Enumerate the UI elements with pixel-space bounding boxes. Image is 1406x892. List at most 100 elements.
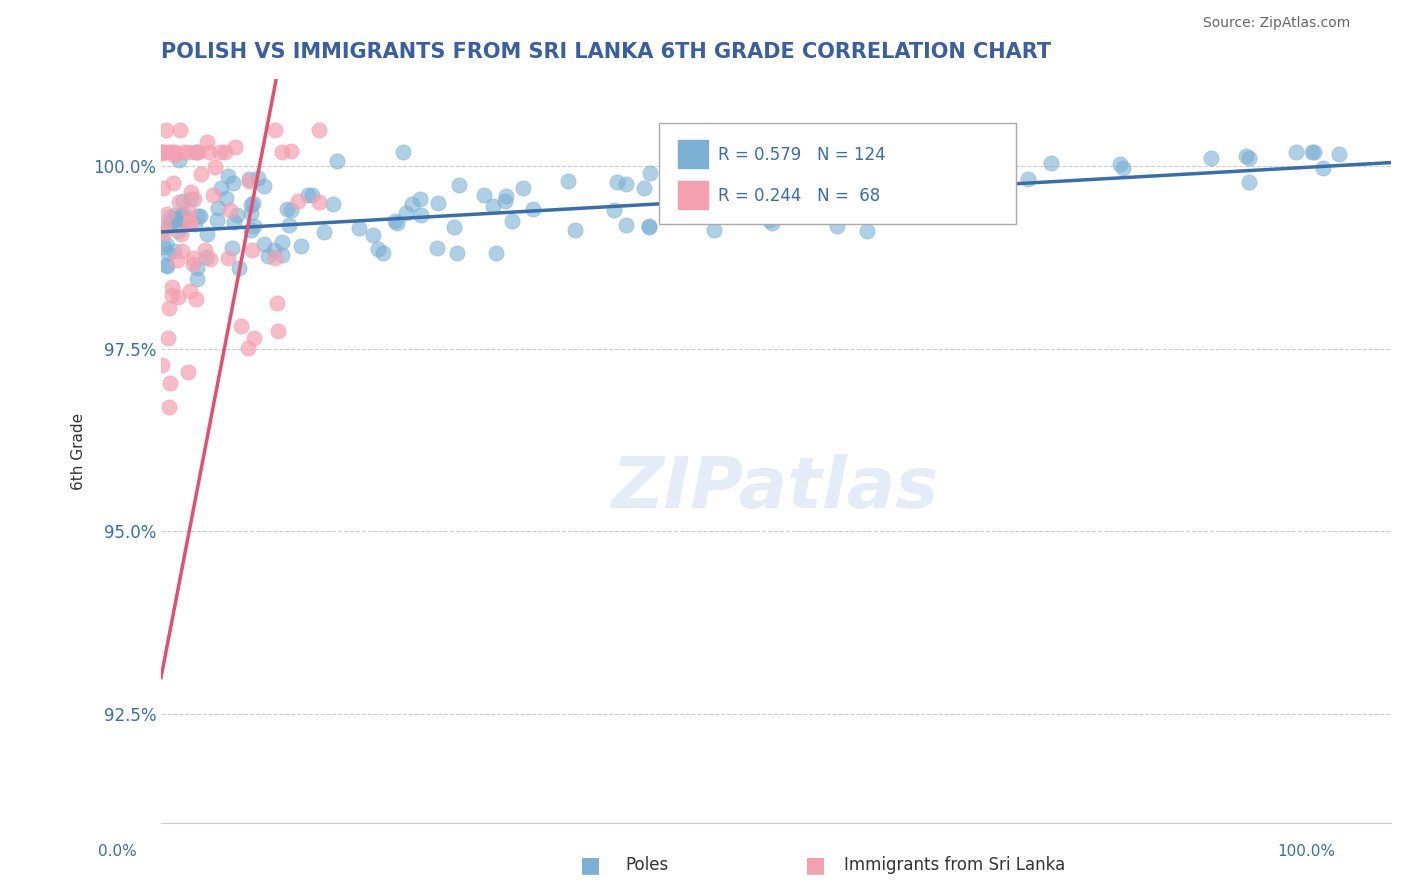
Text: ■: ■	[806, 855, 825, 875]
Point	[246, 170, 269, 185]
Point	[209, 181, 232, 195]
Point	[207, 201, 229, 215]
Point	[186, 145, 208, 159]
Point	[446, 246, 468, 260]
Point	[177, 145, 200, 159]
Point	[159, 145, 181, 159]
Point	[156, 246, 179, 260]
Point	[166, 217, 188, 231]
Point	[221, 241, 243, 255]
Point	[195, 227, 218, 241]
Point	[157, 301, 180, 316]
Point	[166, 290, 188, 304]
Point	[449, 178, 471, 193]
Point	[856, 224, 879, 238]
Point	[243, 219, 266, 233]
Point	[308, 122, 330, 136]
Point	[606, 175, 628, 189]
Point	[409, 208, 432, 222]
Point	[217, 169, 239, 184]
Point	[194, 243, 217, 257]
Point	[170, 211, 193, 226]
Point	[179, 284, 201, 298]
Point	[184, 217, 207, 231]
Point	[290, 239, 312, 253]
Point	[367, 242, 389, 256]
Point	[1301, 145, 1323, 159]
Point	[200, 252, 222, 266]
Point	[155, 122, 177, 136]
Point	[287, 194, 309, 209]
Text: 0.0%: 0.0%	[98, 845, 138, 859]
Point	[494, 194, 516, 208]
Point	[184, 293, 207, 307]
Point	[1234, 149, 1257, 163]
Point	[150, 146, 173, 161]
Point	[198, 145, 221, 159]
Point	[159, 210, 181, 224]
Point	[160, 287, 183, 301]
Point	[271, 248, 294, 262]
Point	[240, 223, 263, 237]
Point	[163, 244, 186, 258]
Point	[426, 241, 449, 255]
Point	[280, 144, 302, 158]
Point	[301, 188, 323, 202]
Point	[214, 145, 236, 159]
Point	[638, 220, 661, 235]
Text: 100.0%: 100.0%	[1278, 845, 1336, 859]
Point	[1017, 172, 1039, 186]
Point	[257, 248, 280, 262]
Point	[195, 135, 218, 149]
Point	[638, 166, 661, 180]
Point	[945, 169, 967, 184]
Point	[825, 219, 848, 233]
Point	[308, 195, 330, 210]
Point	[243, 331, 266, 345]
Bar	[678, 140, 709, 168]
Point	[162, 148, 184, 162]
Point	[873, 209, 896, 223]
Point	[266, 296, 288, 310]
Point	[177, 365, 200, 379]
Text: POLISH VS IMMIGRANTS FROM SRI LANKA 6TH GRADE CORRELATION CHART: POLISH VS IMMIGRANTS FROM SRI LANKA 6TH …	[162, 42, 1052, 62]
Point	[170, 227, 193, 242]
Point	[409, 192, 432, 206]
Point	[277, 218, 299, 232]
Point	[267, 325, 290, 339]
Point	[557, 174, 579, 188]
Point	[150, 358, 173, 372]
Point	[187, 209, 209, 223]
Point	[779, 154, 801, 169]
Point	[614, 218, 637, 232]
Point	[179, 216, 201, 230]
Point	[371, 245, 394, 260]
Point	[219, 202, 242, 217]
Point	[391, 145, 413, 159]
Point	[153, 240, 176, 254]
Point	[159, 376, 181, 391]
Point	[152, 145, 174, 159]
Point	[152, 222, 174, 236]
Point	[155, 237, 177, 252]
Point	[242, 196, 264, 211]
Point	[426, 196, 449, 211]
Point	[238, 174, 260, 188]
Text: ■: ■	[581, 855, 600, 875]
Point	[689, 184, 711, 198]
Point	[655, 170, 678, 185]
Text: Immigrants from Sri Lanka: Immigrants from Sri Lanka	[844, 856, 1064, 874]
Point	[150, 145, 173, 159]
Point	[208, 145, 231, 159]
Point	[153, 227, 176, 241]
Point	[172, 194, 194, 208]
Point	[384, 214, 406, 228]
Point	[312, 225, 335, 239]
Point	[166, 253, 188, 268]
Point	[188, 209, 211, 223]
Point	[614, 178, 637, 192]
Point	[179, 193, 201, 207]
Point	[240, 243, 263, 257]
Point	[1111, 161, 1133, 175]
Point	[662, 145, 685, 159]
